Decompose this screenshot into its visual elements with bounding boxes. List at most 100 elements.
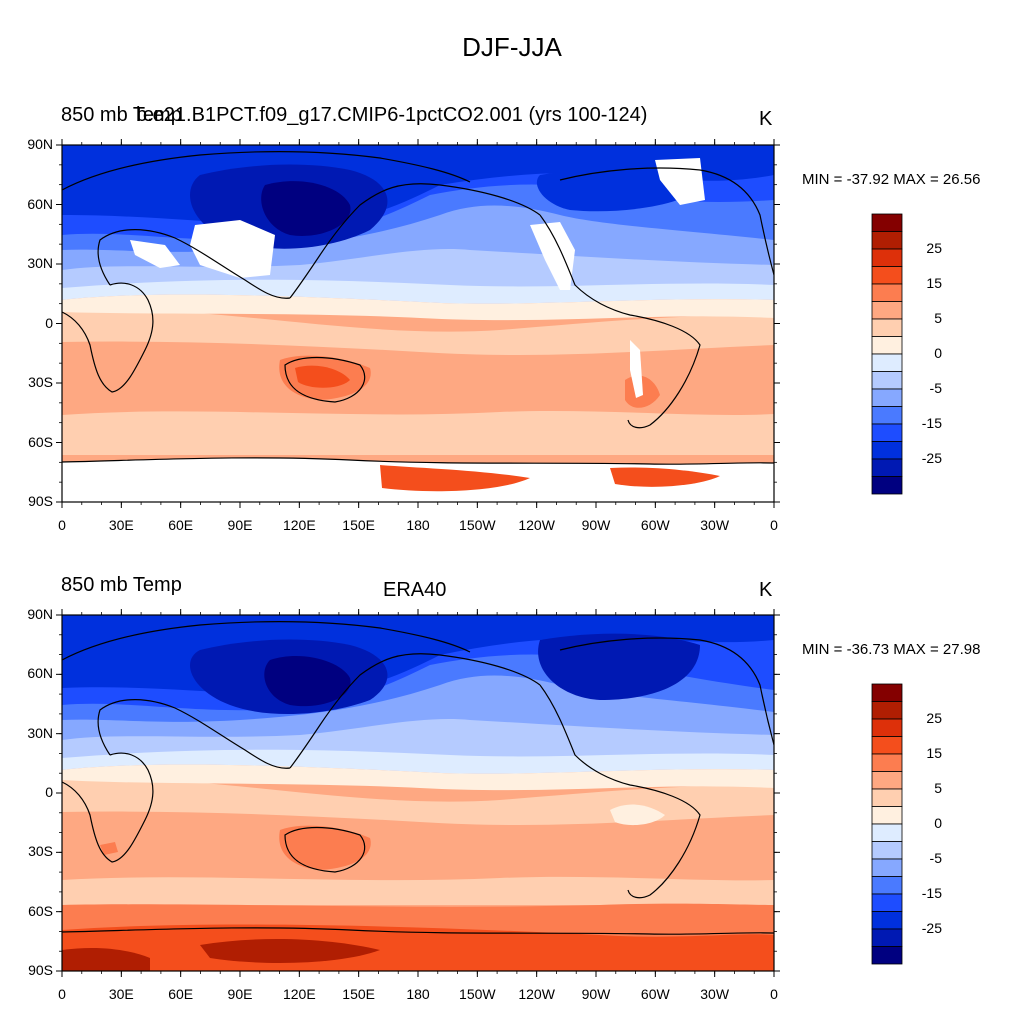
panel2-lon-label: 120W [518, 986, 555, 1002]
panel1-left-label: 850 mb Temp [61, 104, 182, 126]
panel1-colorbar-swatch [871, 248, 903, 267]
panel2-colorbar-swatch [871, 701, 903, 720]
panel2-units: K [759, 579, 773, 601]
panel2-lon-label: 150W [459, 986, 496, 1002]
panel1-colorbar [871, 213, 903, 495]
panel1-lon-label: 30W [700, 517, 730, 533]
panel2-map [62, 615, 774, 971]
panel1-lon-label: 150E [342, 517, 375, 533]
panel1-lat-label: 90N [27, 136, 53, 152]
panel1-lat-label: 30N [27, 255, 53, 271]
panel2-lon-label: 120E [282, 986, 316, 1002]
panel2-colorbar-swatch [871, 806, 903, 825]
panel2-lon-label: 30W [700, 986, 730, 1002]
panel2-colorbar-swatch [871, 788, 903, 807]
panel2-left-label: 850 mb Temp [61, 574, 182, 596]
panel2-colorbar-swatch [871, 718, 903, 737]
panel2-colorbar-label: -5 [929, 850, 942, 866]
panel1-colorbar-label: -15 [921, 415, 942, 431]
panel1-axis-ticks [56, 139, 780, 508]
panel2-lon-label: 60W [640, 986, 670, 1002]
panel2-colorbar [871, 683, 903, 965]
panel1-coastlines [62, 150, 774, 465]
panel1-colorbar-label: 0 [934, 345, 942, 361]
panel1-colorbar-swatch [871, 406, 903, 425]
panel2-colorbar-swatch [871, 683, 903, 702]
panel2-lat-label: 60N [27, 665, 53, 682]
panel1-colorbar-swatch [871, 353, 903, 372]
panel2-colorbar-label: -15 [921, 885, 942, 901]
panel1-lat-label: 90S [28, 493, 53, 509]
panel1-colorbar-swatch [871, 231, 903, 250]
panel2-colorbar-label: 25 [926, 710, 942, 726]
panel2-lon-label: 60E [168, 986, 194, 1002]
panel2-colorbar-swatch [871, 823, 903, 842]
panel1-colorbar-label: 5 [934, 310, 942, 326]
panel1-case-label: b.e21.B1PCT.f09_g17.CMIP6-1pctCO2.001 (y… [136, 104, 648, 126]
panel1-colorbar-swatch [871, 336, 903, 355]
panel2-colorbar-swatch [871, 841, 903, 860]
panel2-colorbar-label: 15 [926, 745, 942, 761]
panel2-colorbar-swatch [871, 736, 903, 755]
panel2-colorbar-swatch [871, 753, 903, 772]
panel2-colorbar-swatch [871, 946, 903, 965]
panel2-colorbar-label: 5 [934, 780, 942, 796]
panel2-minmax: MIN = -36.73 MAX = 27.98 [802, 641, 981, 658]
panel2-lon-label: 0 [58, 986, 66, 1002]
panel1-colorbar-swatch [871, 441, 903, 460]
panel2-lat-label: 90S [28, 962, 53, 978]
panel2-lon-label: 90W [581, 986, 611, 1002]
panel2-lat-label: 30N [27, 724, 53, 741]
panel2-coastlines [62, 620, 774, 935]
panel1-colorbar-swatch [871, 423, 903, 442]
panel2-colorbar-swatch [871, 928, 903, 947]
panel1-lon-label: 120E [282, 517, 316, 533]
panel1-colorbar-swatch [871, 476, 903, 495]
panel2-colorbar-swatch [871, 858, 903, 877]
panel1-lon-label: 0 [58, 517, 66, 533]
panel2-colorbar-swatch [871, 893, 903, 912]
panel1-colorbar-swatch [871, 371, 903, 390]
panel2-lon-label: 30E [108, 986, 134, 1002]
panel1-minmax: MIN = -37.92 MAX = 26.56 [802, 171, 981, 188]
panel2-lat-label: 30S [28, 843, 53, 860]
panel1-lat-label: 60S [28, 433, 53, 450]
panel1-colorbar-swatch [871, 266, 903, 285]
panel1-lon-label: 30E [108, 517, 134, 533]
panel2-lon-label: 0 [770, 986, 778, 1002]
figure-title: DJF-JJA [462, 32, 562, 62]
panel1-lon-label: 90W [581, 517, 611, 533]
panel2-colorbar-label: 0 [934, 815, 942, 831]
panel1-colorbar-label: -25 [921, 450, 942, 466]
panel2-colorbar-swatch [871, 911, 903, 930]
panel1-lon-label: 180 [406, 517, 430, 533]
panel2-lon-label: 180 [406, 986, 430, 1002]
panel2-lat-label: 60S [28, 902, 53, 919]
panel1-lon-label: 120W [518, 517, 555, 533]
panel1-lat-label: 60N [27, 195, 53, 212]
panel2-lon-label: 150E [342, 986, 375, 1002]
panel2-colorbar-swatch [871, 876, 903, 895]
panel1-colorbar-label: 15 [926, 275, 942, 291]
panel2-lon-label: 90E [227, 986, 253, 1002]
panel1-colorbar-swatch [871, 301, 903, 320]
panel1-lat-label: 0 [45, 314, 53, 331]
panel1-lon-label: 150W [459, 517, 496, 533]
panel1-colorbar-label: -5 [929, 380, 942, 396]
panel1-map [62, 145, 774, 502]
panel1-colorbar-swatch [871, 283, 903, 302]
panel2-colorbar-label: -25 [921, 920, 942, 936]
panel1-colorbar-swatch [871, 318, 903, 337]
panel1-lon-label: 60E [168, 517, 194, 533]
panel2-center-label: ERA40 [383, 579, 447, 601]
panel1-colorbar-label: 25 [926, 240, 942, 256]
panel1-lon-label: 90E [227, 517, 253, 533]
panel2-axis-ticks [56, 609, 780, 977]
panel1-units: K [759, 108, 773, 130]
panel1-colorbar-swatch [871, 388, 903, 407]
panel2-lat-label: 0 [45, 784, 53, 800]
panel2-lat-label: 90N [27, 606, 53, 622]
panel2-colorbar-swatch [871, 771, 903, 790]
panel1-colorbar-swatch [871, 213, 903, 232]
